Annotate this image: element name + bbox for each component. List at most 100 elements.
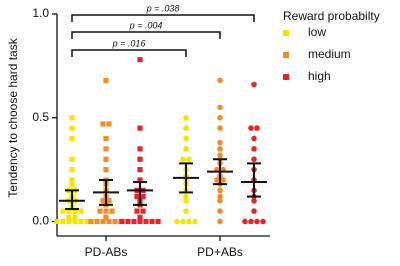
point <box>112 218 118 225</box>
point <box>137 218 143 225</box>
point <box>66 214 72 220</box>
point <box>103 214 109 220</box>
point <box>106 218 112 225</box>
point <box>69 135 75 142</box>
significance-bracket <box>71 31 221 39</box>
point <box>84 218 90 225</box>
point <box>217 197 223 204</box>
point <box>217 152 223 158</box>
point <box>251 208 257 214</box>
significance-bracket <box>71 14 255 22</box>
point <box>69 125 75 131</box>
point <box>183 197 189 204</box>
point <box>217 77 223 84</box>
point <box>103 208 109 214</box>
point <box>155 218 161 225</box>
point <box>183 125 189 131</box>
y-axis-label: Tendency to choose hard task <box>6 37 20 197</box>
point <box>220 177 226 183</box>
point <box>217 114 223 121</box>
point <box>251 197 257 204</box>
point <box>134 193 140 200</box>
point <box>217 125 223 131</box>
point <box>251 156 257 163</box>
point <box>109 208 115 214</box>
point <box>66 218 72 225</box>
point <box>217 218 223 225</box>
point <box>251 146 257 152</box>
point <box>54 218 60 225</box>
point <box>103 77 109 83</box>
point <box>140 208 146 214</box>
point <box>137 214 143 220</box>
point <box>100 121 106 127</box>
point <box>69 181 75 187</box>
point <box>217 193 223 200</box>
point <box>248 218 254 225</box>
point <box>103 167 109 173</box>
point <box>100 218 106 225</box>
point <box>217 208 223 214</box>
point <box>88 218 94 225</box>
point <box>125 218 131 225</box>
point <box>254 125 260 131</box>
legend-title: Reward probabilty <box>283 9 380 23</box>
point <box>143 218 149 225</box>
point <box>69 167 75 173</box>
point <box>186 218 192 225</box>
point <box>134 208 140 214</box>
point <box>137 156 143 162</box>
point <box>119 218 125 225</box>
point <box>214 177 220 183</box>
point <box>183 208 189 214</box>
point <box>60 218 66 225</box>
point <box>140 193 146 200</box>
point <box>100 198 106 204</box>
point <box>248 125 254 131</box>
point <box>251 135 257 142</box>
legend-label: low <box>308 25 326 39</box>
legend-label: high <box>308 69 331 83</box>
significance-bracket <box>71 49 187 57</box>
point <box>174 218 180 225</box>
p-value: p = .016 <box>112 38 146 48</box>
p-value: p = .004 <box>129 20 163 30</box>
point <box>103 156 109 162</box>
point <box>183 146 189 152</box>
point <box>137 167 143 173</box>
point <box>192 218 198 225</box>
point <box>94 218 100 225</box>
point <box>103 146 109 152</box>
point <box>78 218 84 225</box>
point <box>106 198 112 204</box>
point <box>217 104 223 111</box>
point <box>183 193 189 200</box>
point <box>180 156 186 163</box>
legend-label: medium <box>308 47 351 61</box>
point <box>217 146 223 152</box>
x-tick-label: PD+ABs <box>197 245 243 259</box>
point <box>260 218 266 225</box>
point <box>131 218 137 225</box>
point <box>217 187 223 194</box>
point <box>180 218 186 225</box>
point <box>137 177 143 183</box>
point <box>97 208 103 214</box>
point <box>251 81 257 88</box>
y-tick-label: 0.0 <box>32 214 49 228</box>
point <box>66 208 72 214</box>
point <box>72 214 78 220</box>
point <box>78 208 84 214</box>
point <box>137 146 143 152</box>
point <box>183 114 189 121</box>
y-tick-label: 0.5 <box>32 110 49 124</box>
point <box>149 218 155 225</box>
point <box>60 208 66 214</box>
point <box>183 135 189 142</box>
point <box>69 177 75 183</box>
legend-swatch <box>283 52 289 58</box>
point <box>242 218 248 225</box>
point <box>69 115 75 121</box>
point <box>217 139 223 146</box>
